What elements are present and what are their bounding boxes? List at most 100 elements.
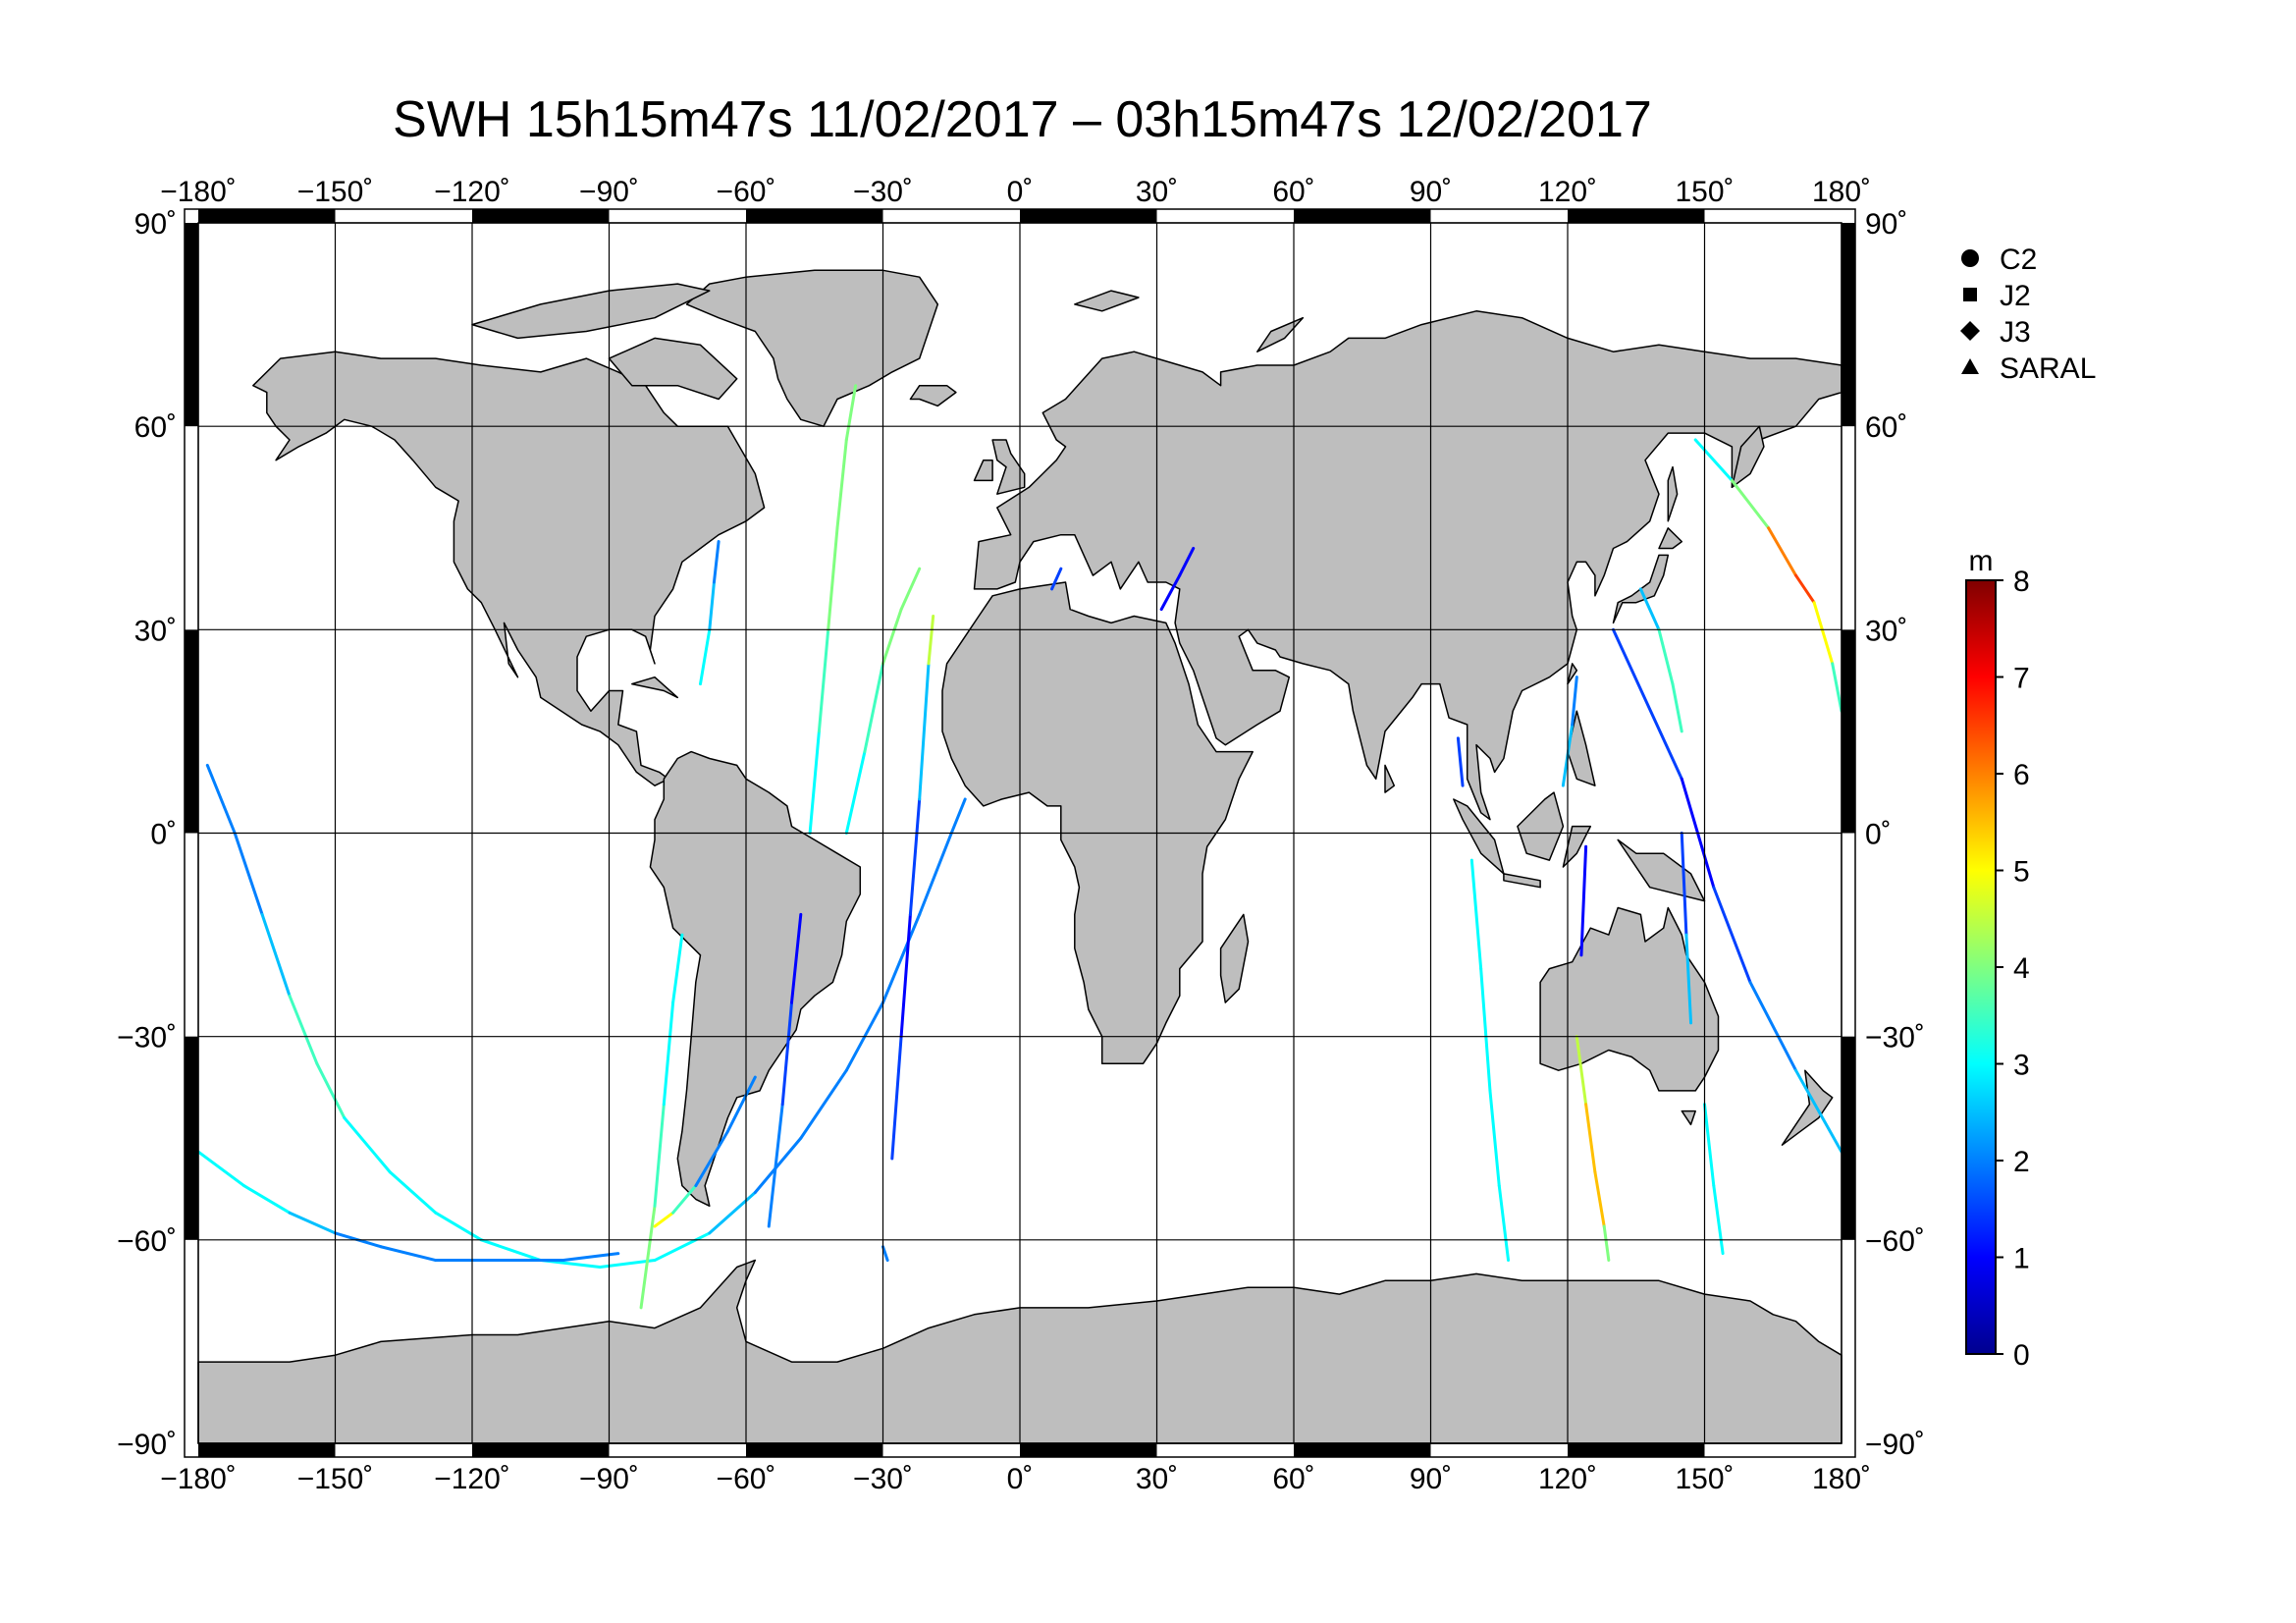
track-segment [1612, 627, 1683, 781]
landmass-sulawesi [1562, 825, 1592, 868]
track-segment [288, 994, 319, 1065]
track-segment [379, 1245, 438, 1263]
landmass-tasmania [1681, 1109, 1696, 1126]
track-segment [799, 1068, 848, 1140]
track-segment [1050, 567, 1063, 591]
landmass-sakhalin [1667, 465, 1679, 522]
track-segment [908, 797, 922, 916]
track-segment [1748, 980, 1797, 1072]
colorbar-tick-label: 4 [2013, 952, 2030, 985]
lon-tick-label: 120˚ [1538, 1463, 1597, 1495]
colorbar: 0 1 2 3 4 5 6 7 8m [1965, 545, 2030, 1372]
frame-segment [746, 1443, 883, 1457]
frame-segment [185, 629, 198, 834]
track-segment [1794, 1068, 1843, 1154]
track-segment [844, 750, 867, 835]
landmass-madagascar [1219, 913, 1250, 1003]
legend-label-j2: J2 [2000, 280, 2031, 312]
frame-segment [1020, 1443, 1157, 1457]
track-segment [1812, 601, 1835, 666]
track-segment [1680, 832, 1688, 937]
frame-segment [1842, 629, 1855, 834]
lon-tick-label: −90˚ [579, 1463, 639, 1495]
track-segment [343, 1116, 392, 1174]
lat-tick-label: 90˚ [134, 208, 177, 241]
colorbar-tick-label: 7 [2013, 663, 2030, 695]
track-segment [639, 1204, 657, 1310]
lon-tick-label: −60˚ [717, 1463, 776, 1495]
lat-tick-label: −30˚ [1865, 1022, 1925, 1055]
landmass-australia [1539, 906, 1720, 1092]
frame-segment [1842, 1036, 1855, 1240]
track-segment [1593, 1170, 1606, 1228]
track-segment [260, 912, 292, 998]
lon-tick-label: −180˚ [160, 1463, 237, 1495]
track-segment [927, 615, 935, 666]
lon-tick-label: 150˚ [1675, 1463, 1734, 1495]
track-segment [653, 1231, 712, 1263]
track-segment [881, 1245, 889, 1263]
landmass-hokkaido [1658, 527, 1683, 550]
lon-tick-label: −30˚ [853, 176, 913, 208]
landmass-baffin-islands [608, 337, 738, 401]
legend-label-c2: C2 [2000, 243, 2037, 276]
track-segment [844, 384, 858, 442]
track-layer [196, 384, 1843, 1310]
lon-tick-label: 0˚ [1007, 176, 1034, 208]
lat-tick-label: 30˚ [134, 615, 177, 647]
track-segment [881, 912, 922, 1004]
landmass-ireland [973, 459, 993, 482]
map-title: SWH 15h15m47s 11/02/2017 – 03h15m47s 12/… [393, 91, 1652, 148]
track-segment [653, 1103, 666, 1208]
track-segment [1178, 546, 1196, 577]
track-segment [1712, 886, 1752, 984]
landmass-sri-lanka [1384, 764, 1396, 793]
track-segment [1479, 967, 1492, 1093]
track-segment [1497, 1184, 1511, 1263]
lon-tick-label: −120˚ [434, 176, 510, 208]
track-segment [1584, 1103, 1597, 1174]
landmass-iceland [909, 384, 957, 407]
landmass-taiwan [1567, 663, 1578, 685]
track-segment [899, 567, 922, 612]
landmass-borneo [1517, 791, 1565, 861]
track-segment [1693, 438, 1734, 482]
colorbar-unit: m [1969, 545, 1994, 577]
track-segment [1730, 478, 1771, 530]
lat-tick-label: −90˚ [1865, 1429, 1925, 1461]
track-segment [808, 730, 821, 835]
track-segment [694, 1129, 729, 1188]
landmass-svalbard [1074, 290, 1140, 312]
legend-label-j3: J3 [2000, 316, 2031, 349]
track-segment [1767, 526, 1797, 577]
landmass-cuba [631, 676, 679, 699]
track-segment [1684, 933, 1693, 1025]
track-segment [1571, 676, 1578, 727]
track-segment [790, 912, 803, 1004]
track-segment [712, 540, 721, 584]
frame-segment [185, 223, 198, 427]
lon-tick-label: −150˚ [297, 1463, 374, 1495]
lon-tick-label: 150˚ [1675, 176, 1734, 208]
track-segment [653, 1211, 675, 1228]
lon-tick-label: 90˚ [1410, 176, 1452, 208]
track-segment [434, 1211, 483, 1242]
landmass-north-america [252, 351, 766, 786]
track-segment [388, 1170, 438, 1215]
lon-tick-label: −150˚ [297, 176, 374, 208]
colorbar-bar [1965, 579, 1997, 1355]
track-segment [671, 1184, 698, 1215]
landmass-greenland [685, 269, 939, 427]
track-segment [899, 912, 912, 1039]
track-segment [835, 438, 848, 530]
track-segment [1657, 627, 1675, 686]
frame-segment [198, 209, 336, 223]
track-segment [780, 1001, 793, 1107]
lat-tick-label: 90˚ [1865, 208, 1907, 241]
lat-tick-label: 0˚ [1865, 819, 1892, 851]
track-segment [890, 1035, 903, 1161]
lon-tick-label: 30˚ [1136, 176, 1178, 208]
track-segment [817, 627, 830, 733]
